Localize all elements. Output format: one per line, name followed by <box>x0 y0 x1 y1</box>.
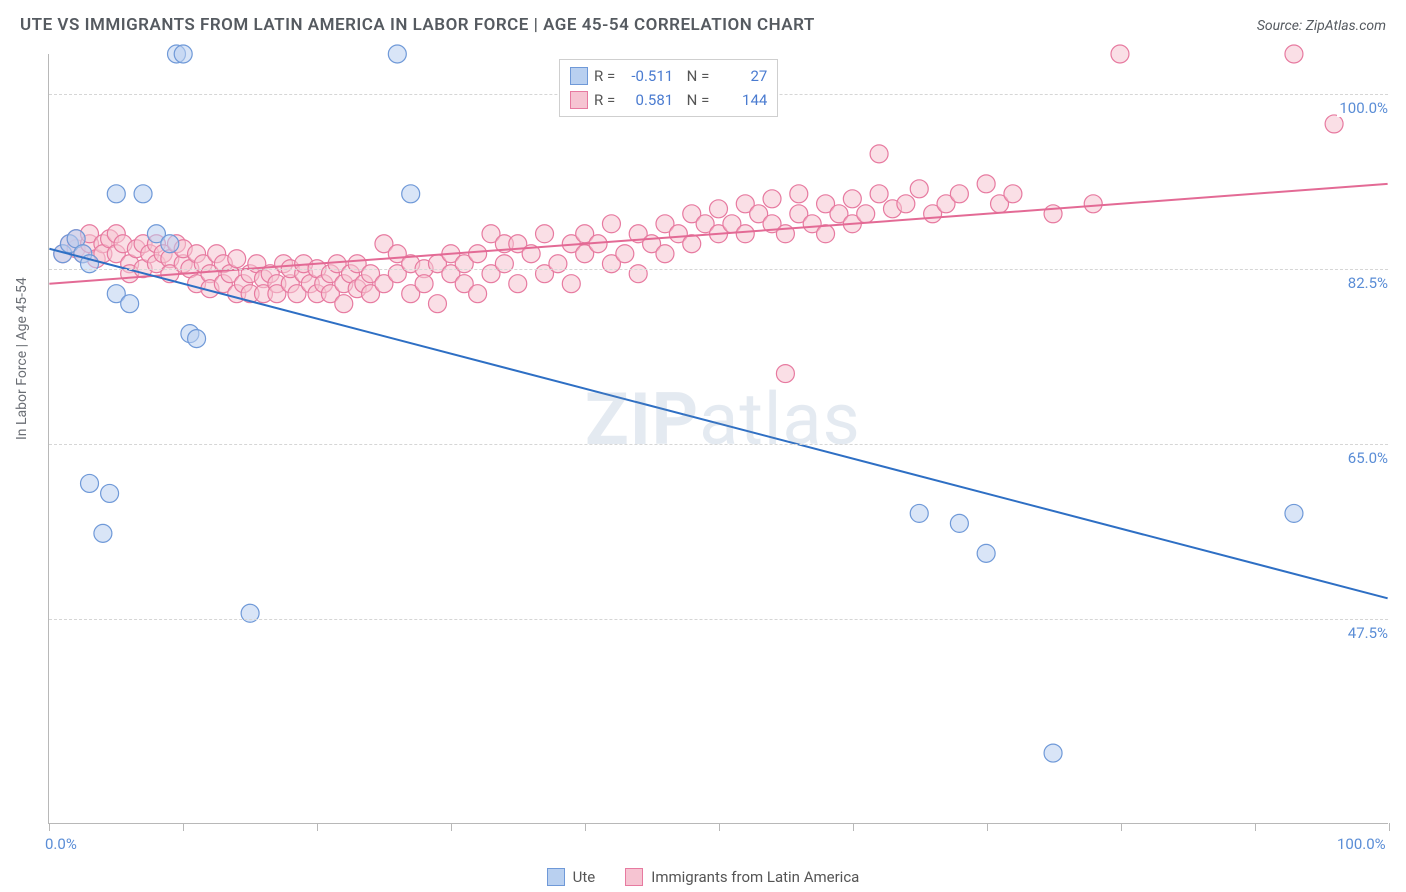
x-tick <box>987 823 988 831</box>
scatter-point <box>1044 744 1062 762</box>
scatter-point <box>536 225 554 243</box>
y-tick-label: 65.0% <box>1346 449 1390 467</box>
scatter-point <box>616 245 634 263</box>
legend-swatch <box>547 868 565 886</box>
scatter-point <box>897 195 915 213</box>
scatter-point <box>121 295 139 313</box>
scatter-point <box>977 175 995 193</box>
y-axis-title: In Labor Force | Age 45-54 <box>14 277 30 440</box>
x-tick-label: 100.0% <box>1337 835 1386 853</box>
scatter-point <box>509 275 527 293</box>
scatter-point <box>736 225 754 243</box>
scatter-point <box>469 285 487 303</box>
scatter-point <box>656 245 674 263</box>
scatter-point <box>776 365 794 383</box>
scatter-point <box>388 45 406 63</box>
chart-title: UTE VS IMMIGRANTS FROM LATIN AMERICA IN … <box>20 15 815 35</box>
scatter-point <box>857 205 875 223</box>
scatter-point <box>101 484 119 502</box>
scatter-point <box>549 255 567 273</box>
x-tick <box>585 823 586 831</box>
legend-item: Immigrants from Latin America <box>625 868 859 886</box>
scatter-point <box>1111 45 1129 63</box>
x-tick <box>719 823 720 831</box>
scatter-point <box>683 235 701 253</box>
scatter-point <box>495 255 513 273</box>
scatter-point <box>977 544 995 562</box>
scatter-point <box>602 215 620 233</box>
scatter-point <box>763 190 781 208</box>
scatter-point <box>469 245 487 263</box>
legend-row: R = 0.581 N = 144 <box>570 88 767 112</box>
scatter-point <box>629 265 647 283</box>
scatter-point <box>870 185 888 203</box>
x-tick <box>1255 823 1256 831</box>
x-tick <box>1389 823 1390 831</box>
gridline-h <box>49 269 1388 270</box>
scatter-point <box>1285 504 1303 522</box>
scatter-point <box>81 474 99 492</box>
scatter-point <box>107 185 125 203</box>
scatter-point <box>1084 195 1102 213</box>
x-tick <box>183 823 184 831</box>
y-tick-label: 47.5% <box>1346 624 1390 642</box>
x-tick <box>317 823 318 831</box>
scatter-point <box>428 295 446 313</box>
legend-swatch <box>570 67 588 85</box>
scatter-point <box>94 524 112 542</box>
scatter-point <box>710 200 728 218</box>
chart-plot-area: ZIPatlas R = -0.511 N = 27 R = 0.581 N =… <box>48 54 1388 824</box>
chart-svg <box>49 54 1388 823</box>
title-bar: UTE VS IMMIGRANTS FROM LATIN AMERICA IN … <box>20 15 1386 35</box>
legend-bottom: Ute Immigrants from Latin America <box>0 868 1406 886</box>
x-tick <box>451 823 452 831</box>
scatter-point <box>870 145 888 163</box>
gridline-h <box>49 619 1388 620</box>
scatter-point <box>950 185 968 203</box>
y-tick-label: 82.5% <box>1346 274 1390 292</box>
gridline-h <box>49 444 1388 445</box>
scatter-point <box>790 185 808 203</box>
legend-correlation-box: R = -0.511 N = 27 R = 0.581 N = 144 <box>559 59 778 117</box>
legend-label: Ute <box>573 868 596 886</box>
x-tick <box>49 823 50 831</box>
legend-row: R = -0.511 N = 27 <box>570 64 767 88</box>
x-tick <box>853 823 854 831</box>
scatter-point <box>188 330 206 348</box>
scatter-point <box>161 235 179 253</box>
scatter-point <box>415 275 433 293</box>
scatter-point <box>562 275 580 293</box>
legend-swatch <box>625 868 643 886</box>
scatter-point <box>817 225 835 243</box>
y-tick-label: 100.0% <box>1337 99 1390 117</box>
scatter-point <box>910 180 928 198</box>
scatter-point <box>402 185 420 203</box>
legend-item: Ute <box>547 868 596 886</box>
scatter-point <box>950 514 968 532</box>
x-tick-label: 0.0% <box>45 835 77 853</box>
scatter-point <box>1285 45 1303 63</box>
scatter-point <box>1325 115 1343 133</box>
legend-label: Immigrants from Latin America <box>651 868 859 886</box>
scatter-point <box>335 295 353 313</box>
scatter-point <box>910 504 928 522</box>
scatter-point <box>843 190 861 208</box>
scatter-point <box>228 250 246 268</box>
x-tick <box>1121 823 1122 831</box>
scatter-point <box>1004 185 1022 203</box>
source-label: Source: ZipAtlas.com <box>1257 18 1386 34</box>
regression-line <box>49 249 1387 599</box>
legend-swatch <box>570 91 588 109</box>
scatter-point <box>174 45 192 63</box>
scatter-point <box>134 185 152 203</box>
